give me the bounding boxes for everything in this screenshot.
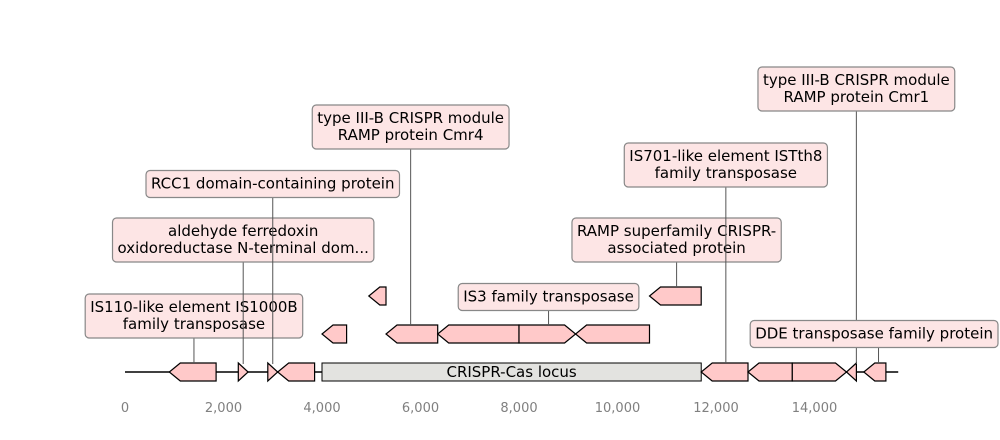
- annotation-text: type III-B CRISPR module: [317, 109, 504, 127]
- gene-arrow: [436, 324, 520, 344]
- gene-arrow: [385, 324, 439, 344]
- gene-arrow: [648, 286, 702, 306]
- gene-arrow: [747, 362, 793, 382]
- gene-arrow: [700, 362, 749, 382]
- gene-arrow: [267, 361, 279, 383]
- annotation-box: [457, 282, 640, 312]
- crispr-cas-locus: CRISPR-Cas locus: [321, 362, 702, 382]
- gene-arrow: [845, 361, 858, 383]
- gene-arrow: [574, 324, 651, 344]
- locus-label: CRISPR-Cas locus: [446, 363, 576, 381]
- gene-features: [168, 286, 887, 383]
- annotation-text: family transposase: [655, 164, 797, 182]
- gene-annotation: IS3 family transposase: [457, 282, 640, 326]
- annotation-text: RCC1 domain-containing protein: [151, 175, 395, 193]
- gene-arrow: [237, 361, 249, 383]
- gene-arrow: [321, 324, 348, 344]
- axis-tick-label: 14,000: [792, 401, 838, 416]
- annotation-text: IS701-like element ISTth8: [629, 147, 822, 165]
- gene-arrow: [862, 362, 887, 382]
- gene-arrow: [791, 362, 848, 382]
- annotation-text: oxidoreductase N-terminal dom...: [118, 239, 369, 257]
- axis-tick-label: 0: [121, 401, 129, 416]
- annotation-box: [145, 169, 401, 199]
- annotation-box: [84, 293, 304, 339]
- axis-tick-label: 4,000: [303, 401, 340, 416]
- annotation-box: [749, 319, 999, 349]
- annotation-text: RAMP protein Cmr1: [784, 88, 930, 106]
- gene-annotation: RCC1 domain-containing protein: [145, 169, 401, 364]
- annotation-box: [311, 104, 510, 150]
- axis-tick-label: 2,000: [205, 401, 242, 416]
- gene-arrow: [276, 362, 316, 382]
- axis-tick-label: 10,000: [595, 401, 641, 416]
- annotation-text: type III-B CRISPR module: [763, 71, 950, 89]
- axis-tick-label: 12,000: [693, 401, 739, 416]
- annotation-text: IS3 family transposase: [463, 288, 634, 306]
- axis-tick-label: 6,000: [402, 401, 439, 416]
- gene-arrow: [367, 286, 387, 306]
- annotation-text: IS110-like element IS1000B: [90, 298, 298, 316]
- gene-annotation: DDE transposase family protein: [749, 319, 999, 364]
- gene-arrow: [518, 324, 577, 344]
- annotation-text: DDE transposase family protein: [755, 325, 993, 343]
- annotation-box: [111, 217, 375, 263]
- annotation-box: [757, 66, 956, 112]
- annotation-box: [623, 142, 829, 188]
- annotation-text: aldehyde ferredoxin: [168, 222, 318, 240]
- annotation-text: RAMP superfamily CRISPR-: [577, 222, 776, 240]
- annotation-text: family transposase: [123, 315, 265, 333]
- annotation-box: [571, 217, 782, 263]
- annotation-text: RAMP protein Cmr4: [338, 126, 484, 144]
- annotation-text: associated protein: [607, 239, 745, 257]
- gene-annotation: RAMP superfamily CRISPR-associated prote…: [571, 217, 782, 288]
- gene-arrow: [168, 362, 217, 382]
- axis-tick-label: 8,000: [500, 401, 537, 416]
